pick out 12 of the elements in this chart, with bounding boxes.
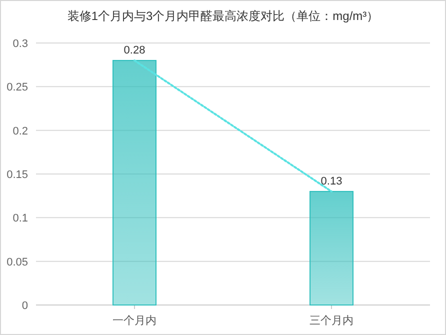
y-tick-label: 0.25 bbox=[6, 82, 28, 94]
data-label: 0.28 bbox=[124, 44, 146, 56]
y-tick-label: 0.3 bbox=[12, 38, 28, 50]
chart-title: 装修1个月内与3个月内甲醛最高浓度对比（单位：mg/m³） bbox=[67, 9, 379, 23]
y-tick-label: 0 bbox=[22, 300, 28, 312]
x-tick-label: 一个月内 bbox=[112, 314, 156, 327]
y-tick-label: 0.1 bbox=[12, 212, 28, 225]
y-tick-label: 0.2 bbox=[12, 125, 28, 138]
x-tick-label: 三个月内 bbox=[310, 314, 354, 327]
data-label: 0.13 bbox=[320, 175, 342, 188]
y-tick-label: 0.05 bbox=[6, 256, 28, 268]
y-tick-label: 0.15 bbox=[6, 169, 28, 181]
